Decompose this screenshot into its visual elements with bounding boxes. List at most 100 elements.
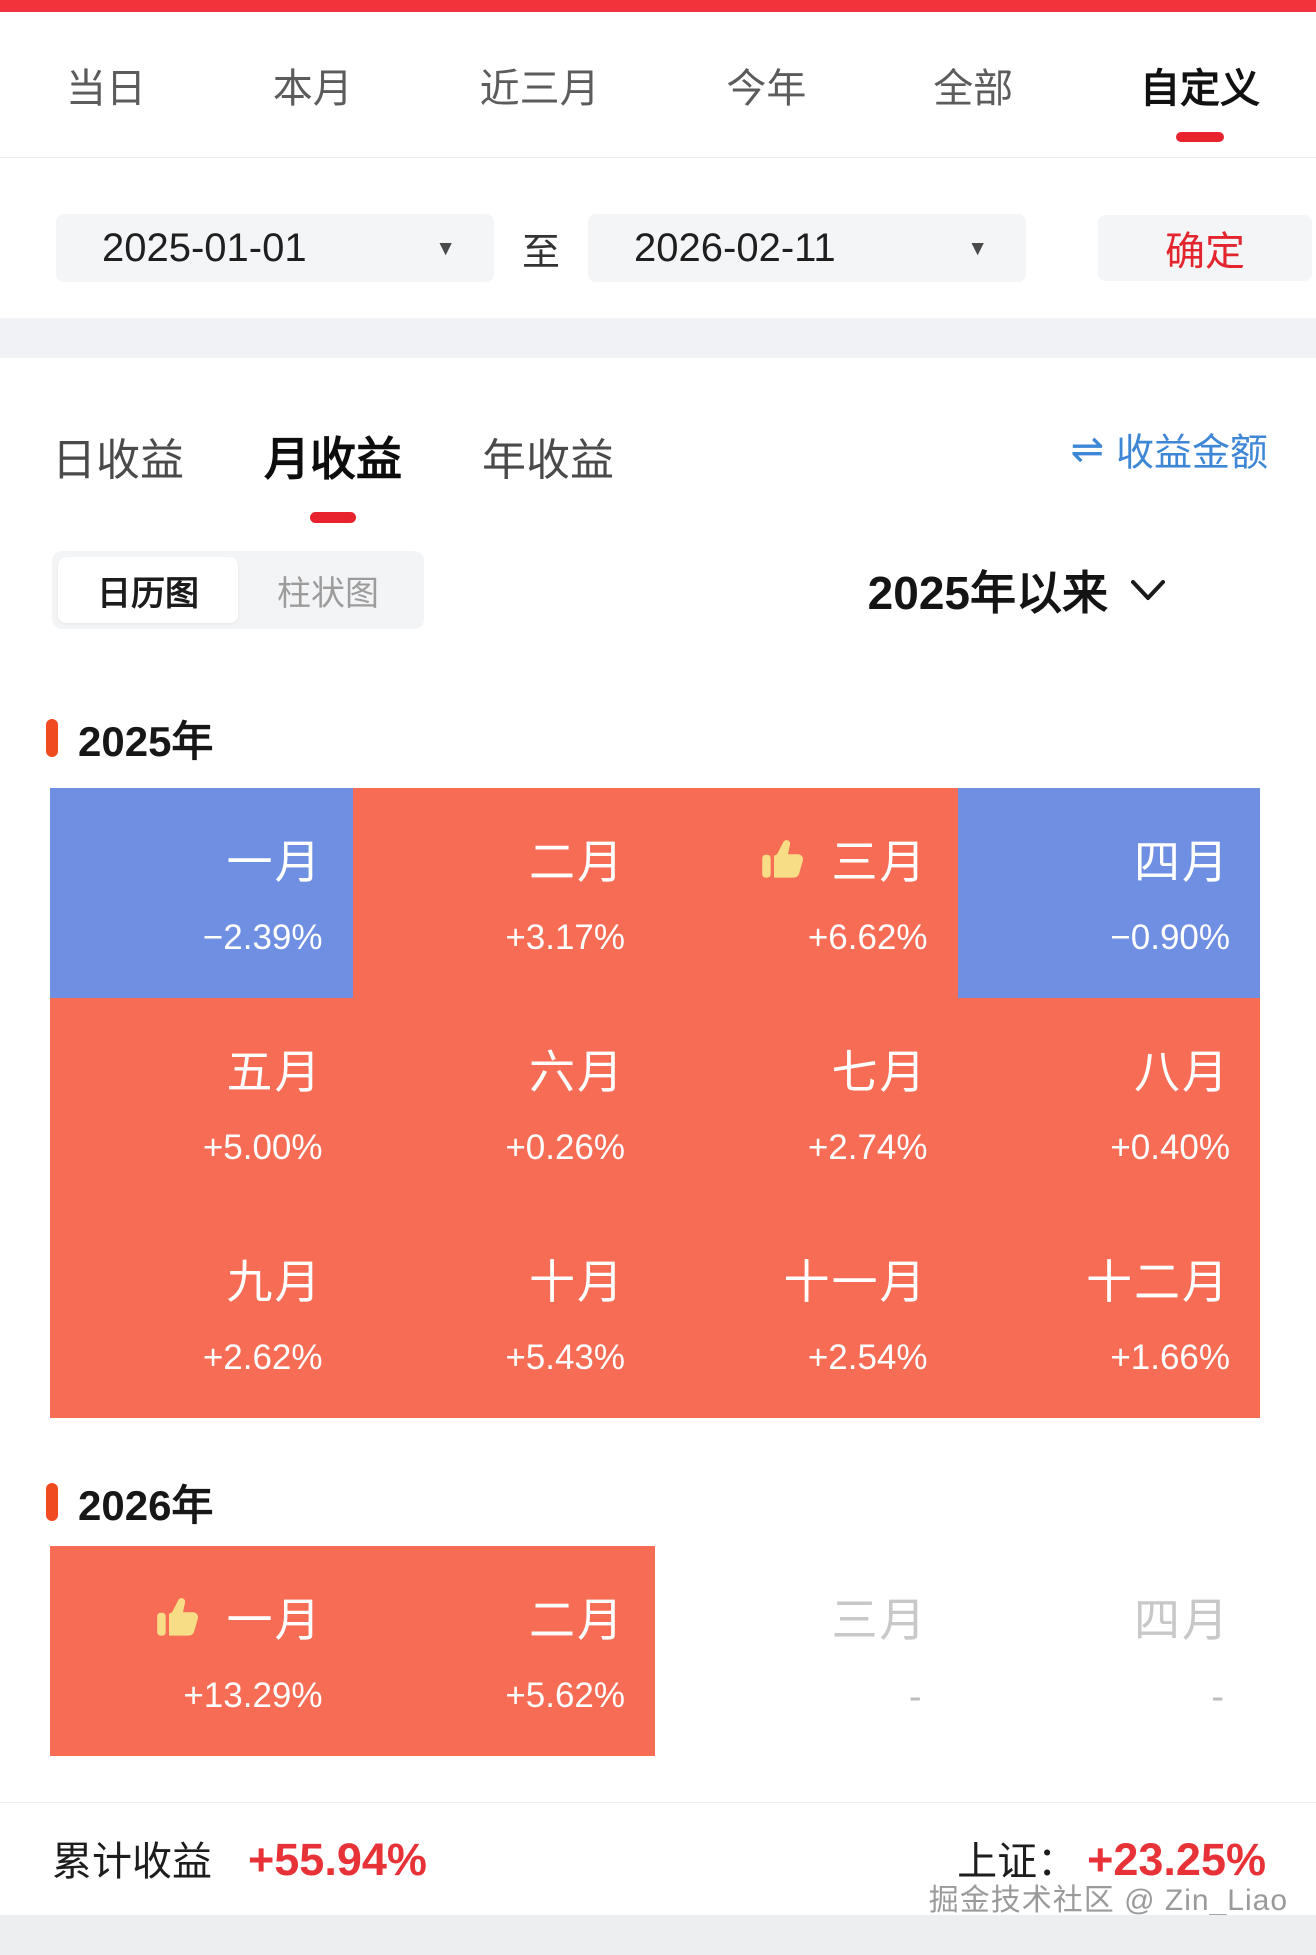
- chart-controls-row: 日历图 柱状图 2025年以来: [0, 520, 1316, 660]
- period-tab-row: 日收益 月收益 年收益 ⇌ 收益金额: [0, 358, 1316, 523]
- year-label: 2025年: [78, 717, 214, 765]
- summary-row: 累计收益 +55.94% 上证： +23.25%: [0, 1802, 1316, 1887]
- month-return-value: +6.62%: [807, 918, 928, 957]
- month-cell[interactable]: 四月 −0.90%: [957, 788, 1260, 998]
- month-return-value: +2.74%: [807, 1128, 928, 1167]
- month-label: 一月: [226, 836, 323, 888]
- month-cell[interactable]: 五月 +5.00%: [50, 998, 353, 1208]
- tab-daily-returns[interactable]: 日收益: [52, 436, 184, 485]
- month-return-value: +2.54%: [807, 1338, 928, 1377]
- month-cell[interactable]: 十月 +5.43%: [352, 1208, 655, 1418]
- year-header: 2025年: [46, 716, 1316, 765]
- benchmark-group: 上证： +23.25%: [957, 1829, 1266, 1887]
- month-cell[interactable]: 八月 +0.40%: [957, 998, 1260, 1208]
- month-return-value: +13.29%: [183, 1676, 323, 1715]
- chevron-down-icon: [1131, 580, 1165, 600]
- end-date-select[interactable]: 2026-02-11 ▼: [588, 214, 1027, 282]
- active-tab-indicator: [310, 512, 356, 523]
- month-cell[interactable]: 二月 +3.17%: [352, 788, 655, 998]
- year-label: 2026年: [78, 1481, 214, 1529]
- month-label: 四月: [1134, 1594, 1230, 1646]
- month-cell[interactable]: 三月 +6.62%: [655, 788, 958, 998]
- month-grid-2026: 一月 +13.29% 二月 +5.62% 三月 - 四月 -: [50, 1546, 1260, 1756]
- caret-down-icon: ▼: [435, 236, 456, 260]
- month-label: 九月: [226, 1256, 323, 1308]
- tab-monthly-returns[interactable]: 月收益: [264, 423, 402, 523]
- tab-last-3-months[interactable]: 近三月: [479, 66, 600, 111]
- month-cell[interactable]: 三月 -: [655, 1546, 958, 1756]
- year-range-dropdown[interactable]: 2025年以来: [868, 557, 1166, 623]
- tab-this-year[interactable]: 今年: [726, 66, 807, 111]
- start-date-select[interactable]: 2025-01-01 ▼: [56, 214, 494, 282]
- benchmark-value: +23.25%: [1087, 1834, 1266, 1885]
- date-filter-row: 2025-01-01 ▼ 至 2026-02-11 ▼ 确定: [0, 158, 1316, 318]
- month-return-value: −2.39%: [202, 918, 323, 957]
- year-header: 2026年: [46, 1480, 1316, 1529]
- month-cell[interactable]: 四月 -: [958, 1546, 1261, 1756]
- end-date-value: 2026-02-11: [634, 225, 836, 270]
- thumbs-up-icon: [153, 1590, 207, 1644]
- month-cell[interactable]: 六月 +0.26%: [352, 998, 655, 1208]
- year-section-2025: 2025年 一月 −2.39% 二月 +3.17% 三月 +6.62% 四月 −0.90% 五月…: [0, 716, 1316, 1418]
- year-section-2026: 2026年 一月 +13.29% 二月 +5.62% 三月 - 四月 -: [0, 1480, 1316, 1756]
- tab-this-month[interactable]: 本月: [272, 66, 353, 111]
- month-return-value: +2.62%: [202, 1338, 323, 1377]
- month-return-value: +5.43%: [505, 1338, 625, 1377]
- date-to-label: 至: [522, 231, 561, 274]
- toggle-bar-view[interactable]: 柱状图: [277, 574, 379, 613]
- month-label: 十二月: [1086, 1256, 1230, 1308]
- month-cell[interactable]: 一月 +13.29%: [50, 1546, 353, 1756]
- month-return-value: +3.17%: [505, 918, 625, 957]
- active-tab-indicator: [1175, 131, 1224, 142]
- month-cell[interactable]: 十二月 +1.66%: [957, 1208, 1260, 1418]
- month-label: 八月: [1134, 1046, 1230, 1098]
- month-return-value: -: [908, 1676, 922, 1718]
- month-cell[interactable]: 十一月 +2.54%: [655, 1208, 958, 1418]
- date-range-tab-bar: 当日 本月 近三月 今年 全部 自定义: [0, 12, 1316, 158]
- month-label: 七月: [831, 1046, 928, 1098]
- month-return-value: −0.90%: [1110, 918, 1230, 957]
- tab-today[interactable]: 当日: [66, 66, 146, 111]
- month-label: 六月: [529, 1046, 625, 1098]
- footer-band: [0, 1915, 1316, 1955]
- month-label: 三月: [831, 836, 928, 888]
- tab-yearly-returns[interactable]: 年收益: [482, 436, 614, 485]
- year-range-dropdown-label: 2025年以来: [867, 567, 1108, 619]
- toggle-calendar-view[interactable]: 日历图: [58, 557, 238, 623]
- thumbs-up-icon: [758, 832, 812, 886]
- tab-all[interactable]: 全部: [933, 66, 1014, 111]
- month-grid-2025: 一月 −2.39% 二月 +3.17% 三月 +6.62% 四月 −0.90% 五月 +5.00%…: [50, 788, 1260, 1418]
- tab-custom-label: 自定义: [1139, 66, 1260, 111]
- caret-down-icon: ▼: [967, 236, 989, 260]
- month-return-value: +5.00%: [202, 1128, 323, 1167]
- month-return-value: +5.62%: [505, 1676, 625, 1715]
- cumulative-return-value: +55.94%: [248, 1834, 427, 1885]
- month-return-value: +0.26%: [505, 1128, 625, 1167]
- tab-custom[interactable]: 自定义: [1139, 56, 1260, 142]
- chart-type-toggle: 日历图 柱状图: [52, 551, 424, 629]
- month-label: 二月: [529, 1594, 625, 1646]
- section-divider-band: [0, 318, 1316, 358]
- year-marker: [46, 719, 58, 757]
- month-label: 十一月: [783, 1256, 928, 1308]
- top-red-bar: [0, 0, 1316, 12]
- confirm-button[interactable]: 确定: [1098, 215, 1312, 281]
- toggle-amount-link[interactable]: ⇌ 收益金额: [1070, 422, 1268, 477]
- benchmark-label: 上证：: [957, 1840, 1078, 1884]
- tab-monthly-returns-label: 月收益: [264, 433, 402, 485]
- month-cell[interactable]: 七月 +2.74%: [655, 998, 958, 1208]
- month-return-value: +0.40%: [1110, 1128, 1230, 1167]
- month-label: 五月: [226, 1046, 323, 1098]
- month-return-value: +1.66%: [1110, 1338, 1230, 1377]
- month-label: 一月: [226, 1594, 323, 1646]
- month-cell[interactable]: 九月 +2.62%: [50, 1208, 353, 1418]
- start-date-value: 2025-01-01: [102, 225, 307, 270]
- amount-link-label: 收益金额: [1115, 432, 1268, 475]
- month-label: 三月: [831, 1594, 928, 1646]
- month-label: 二月: [529, 836, 625, 888]
- swap-icon: ⇌: [1070, 427, 1104, 471]
- month-return-value: -: [1211, 1676, 1224, 1718]
- month-cell[interactable]: 二月 +5.62%: [352, 1546, 655, 1756]
- month-cell[interactable]: 一月 −2.39%: [50, 788, 353, 998]
